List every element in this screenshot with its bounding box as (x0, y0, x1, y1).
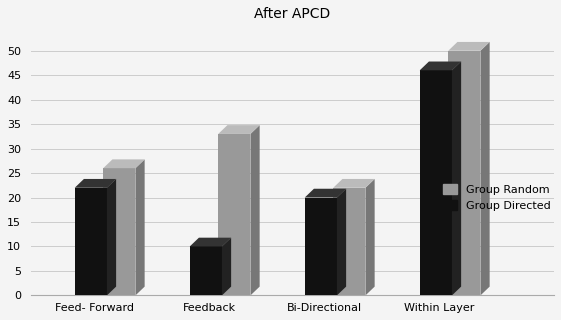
Polygon shape (365, 179, 375, 295)
Polygon shape (218, 125, 260, 134)
Polygon shape (75, 188, 107, 295)
Polygon shape (452, 61, 461, 295)
Polygon shape (305, 189, 346, 197)
Polygon shape (448, 42, 490, 51)
Polygon shape (218, 134, 250, 295)
Polygon shape (103, 168, 135, 295)
Polygon shape (420, 61, 461, 70)
Title: After APCD: After APCD (254, 7, 330, 21)
Polygon shape (305, 197, 337, 295)
Polygon shape (480, 42, 490, 295)
Polygon shape (75, 179, 116, 188)
Polygon shape (190, 246, 222, 295)
Polygon shape (250, 125, 260, 295)
Polygon shape (190, 238, 231, 246)
Polygon shape (103, 159, 145, 168)
Polygon shape (448, 51, 480, 295)
Polygon shape (420, 70, 452, 295)
Polygon shape (107, 179, 116, 295)
Polygon shape (337, 189, 346, 295)
Legend: Group Random, Group Directed: Group Random, Group Directed (440, 181, 554, 214)
Polygon shape (222, 238, 231, 295)
Polygon shape (333, 188, 365, 295)
Polygon shape (135, 159, 145, 295)
Polygon shape (333, 179, 375, 188)
